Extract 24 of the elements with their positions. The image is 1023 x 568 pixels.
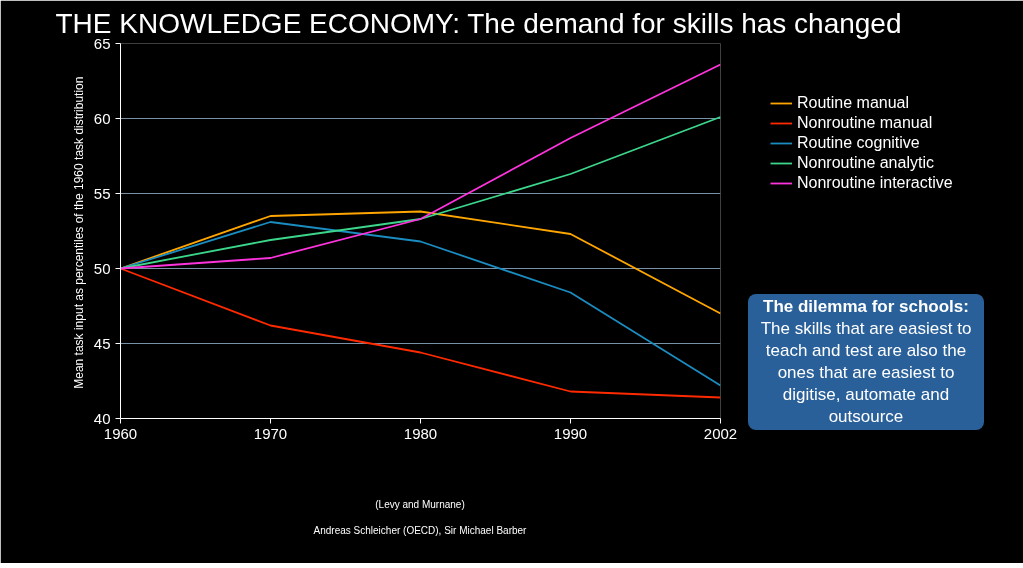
y-tick-label: 40 [93,409,111,427]
x-tick-label: 1970 [253,424,288,442]
y-axis-title: Mean task input as percentiles of the 1960 task distribution [71,76,86,389]
y-tick-label: 50 [93,259,111,277]
text: Andreas Schleicher (OECD), Sir Michael Barber [312,524,528,538]
line-series [120,267,721,399]
x-tick-label: 1990 [553,424,588,442]
legend-label: Routine cognitive [797,134,920,152]
legend-label: Nonroutine manual [797,114,933,132]
text: The skills that are easiest to teach and test are also the ones that are easiest to digitise, automate and outsource [760,319,972,426]
legend-label: Nonroutine analytic [797,154,934,172]
legend-label: Nonroutine interactive [797,174,953,192]
y-tick-label: 45 [93,334,111,352]
x-tick-label: 2002 [703,424,738,442]
line-series [120,116,721,270]
line-series [120,210,721,315]
y-tick-label: 55 [93,184,111,202]
x-tick-label: 1960 [103,424,138,442]
y-tick-label: 60 [93,109,111,127]
text: The dilemma for schools: [763,297,969,316]
line-series [120,63,721,270]
legend-label: Routine manual [797,94,910,112]
x-tick-label: 1980 [403,424,438,442]
text: (Levy and Murnane) [374,498,466,512]
